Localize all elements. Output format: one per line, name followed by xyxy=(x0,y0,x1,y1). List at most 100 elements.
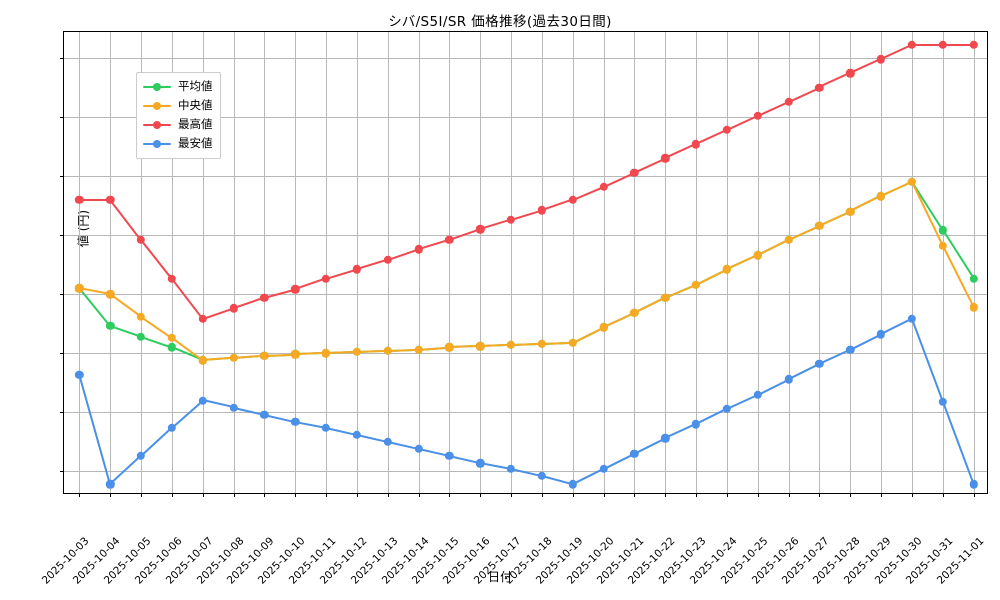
data-point-marker[interactable] xyxy=(969,302,978,312)
data-point-marker[interactable] xyxy=(229,304,238,313)
data-point-marker[interactable] xyxy=(722,125,732,135)
data-point-marker[interactable] xyxy=(537,471,547,481)
data-point-marker[interactable] xyxy=(784,235,793,245)
data-point-marker[interactable] xyxy=(75,284,84,293)
data-point-marker[interactable] xyxy=(136,451,146,461)
data-point-marker[interactable] xyxy=(291,417,300,426)
chart-legend[interactable]: 平均値 中央値 最高値 最安値 xyxy=(136,72,221,159)
data-point-marker[interactable] xyxy=(876,330,886,339)
data-point-marker[interactable] xyxy=(568,195,577,204)
data-point-marker[interactable] xyxy=(414,345,423,354)
data-point-marker[interactable] xyxy=(691,140,701,149)
data-point-marker[interactable] xyxy=(815,359,824,369)
data-point-marker[interactable] xyxy=(291,350,300,359)
data-point-marker[interactable] xyxy=(476,341,485,351)
data-point-marker[interactable] xyxy=(753,251,762,260)
data-point-marker[interactable] xyxy=(691,419,701,429)
data-point-marker[interactable] xyxy=(969,40,978,50)
data-point-marker[interactable] xyxy=(568,338,577,347)
data-point-marker[interactable] xyxy=(106,195,115,204)
data-point-marker[interactable] xyxy=(167,423,177,432)
data-point-marker[interactable] xyxy=(167,274,177,284)
data-point-marker[interactable] xyxy=(506,464,516,474)
data-point-marker[interactable] xyxy=(383,346,392,356)
data-point-marker[interactable] xyxy=(938,241,947,250)
data-point-marker[interactable] xyxy=(75,195,84,204)
data-point-marker[interactable] xyxy=(476,225,485,234)
data-point-marker[interactable] xyxy=(876,191,886,201)
data-point-marker[interactable] xyxy=(136,332,146,341)
data-point-marker[interactable] xyxy=(229,353,238,363)
data-point-marker[interactable] xyxy=(260,410,269,419)
data-point-marker[interactable] xyxy=(352,265,362,274)
data-point-marker[interactable] xyxy=(198,396,207,405)
data-point-marker[interactable] xyxy=(599,464,608,474)
data-point-marker[interactable] xyxy=(630,449,639,458)
data-point-marker[interactable] xyxy=(321,274,331,284)
data-point-marker[interactable] xyxy=(661,434,670,443)
data-point-marker[interactable] xyxy=(722,404,732,413)
data-point-marker[interactable] xyxy=(75,370,84,379)
data-point-marker[interactable] xyxy=(414,245,423,254)
data-point-marker[interactable] xyxy=(938,40,947,50)
data-point-marker[interactable] xyxy=(907,40,917,50)
data-point-marker[interactable] xyxy=(876,54,886,64)
data-point-marker[interactable] xyxy=(907,314,917,324)
data-point-marker[interactable] xyxy=(691,280,701,289)
data-point-marker[interactable] xyxy=(383,255,392,265)
legend-item-0[interactable]: 平均値 xyxy=(143,77,213,96)
data-point-marker[interactable] xyxy=(260,293,269,302)
data-point-marker[interactable] xyxy=(136,235,146,245)
data-point-marker[interactable] xyxy=(537,339,547,349)
data-point-marker[interactable] xyxy=(383,437,392,447)
data-point-marker[interactable] xyxy=(445,451,454,461)
data-point-marker[interactable] xyxy=(352,347,362,357)
data-point-marker[interactable] xyxy=(846,345,855,354)
data-point-marker[interactable] xyxy=(661,293,670,302)
data-point-marker[interactable] xyxy=(167,343,177,352)
data-point-marker[interactable] xyxy=(630,168,639,177)
data-point-marker[interactable] xyxy=(753,390,762,399)
data-point-marker[interactable] xyxy=(815,221,824,230)
data-point-marker[interactable] xyxy=(599,182,608,191)
data-point-marker[interactable] xyxy=(106,480,115,489)
data-point-marker[interactable] xyxy=(938,397,947,406)
data-point-marker[interactable] xyxy=(167,333,177,343)
data-point-marker[interactable] xyxy=(506,215,516,224)
data-point-marker[interactable] xyxy=(969,480,978,489)
data-point-marker[interactable] xyxy=(630,308,639,318)
data-point-marker[interactable] xyxy=(136,312,146,321)
legend-item-3[interactable]: 最安値 xyxy=(143,134,213,153)
data-point-marker[interactable] xyxy=(291,285,300,294)
data-point-marker[interactable] xyxy=(229,403,238,412)
data-point-marker[interactable] xyxy=(846,69,855,78)
data-point-marker[interactable] xyxy=(198,356,207,365)
data-point-marker[interactable] xyxy=(722,265,732,274)
data-point-marker[interactable] xyxy=(846,207,855,216)
data-point-marker[interactable] xyxy=(260,351,269,360)
data-point-marker[interactable] xyxy=(476,458,485,468)
data-point-marker[interactable] xyxy=(537,206,547,215)
data-point-marker[interactable] xyxy=(938,226,947,235)
data-point-marker[interactable] xyxy=(321,423,331,432)
data-point-marker[interactable] xyxy=(445,343,454,352)
data-point-marker[interactable] xyxy=(198,314,207,324)
legend-item-2[interactable]: 最高値 xyxy=(143,115,213,134)
data-point-marker[interactable] xyxy=(352,430,362,439)
data-point-marker[interactable] xyxy=(753,111,762,121)
data-point-marker[interactable] xyxy=(815,83,824,92)
data-point-marker[interactable] xyxy=(969,274,978,284)
legend-item-1[interactable]: 中央値 xyxy=(143,96,213,115)
data-point-marker[interactable] xyxy=(907,177,917,187)
data-point-marker[interactable] xyxy=(106,290,115,299)
data-point-marker[interactable] xyxy=(445,235,454,245)
data-point-marker[interactable] xyxy=(784,375,793,384)
data-point-marker[interactable] xyxy=(321,349,331,358)
data-point-marker[interactable] xyxy=(661,154,670,163)
data-point-marker[interactable] xyxy=(599,323,608,332)
data-point-marker[interactable] xyxy=(506,340,516,350)
data-point-marker[interactable] xyxy=(106,321,115,331)
data-point-marker[interactable] xyxy=(784,97,793,106)
data-point-marker[interactable] xyxy=(568,480,577,489)
data-point-marker[interactable] xyxy=(414,444,423,454)
